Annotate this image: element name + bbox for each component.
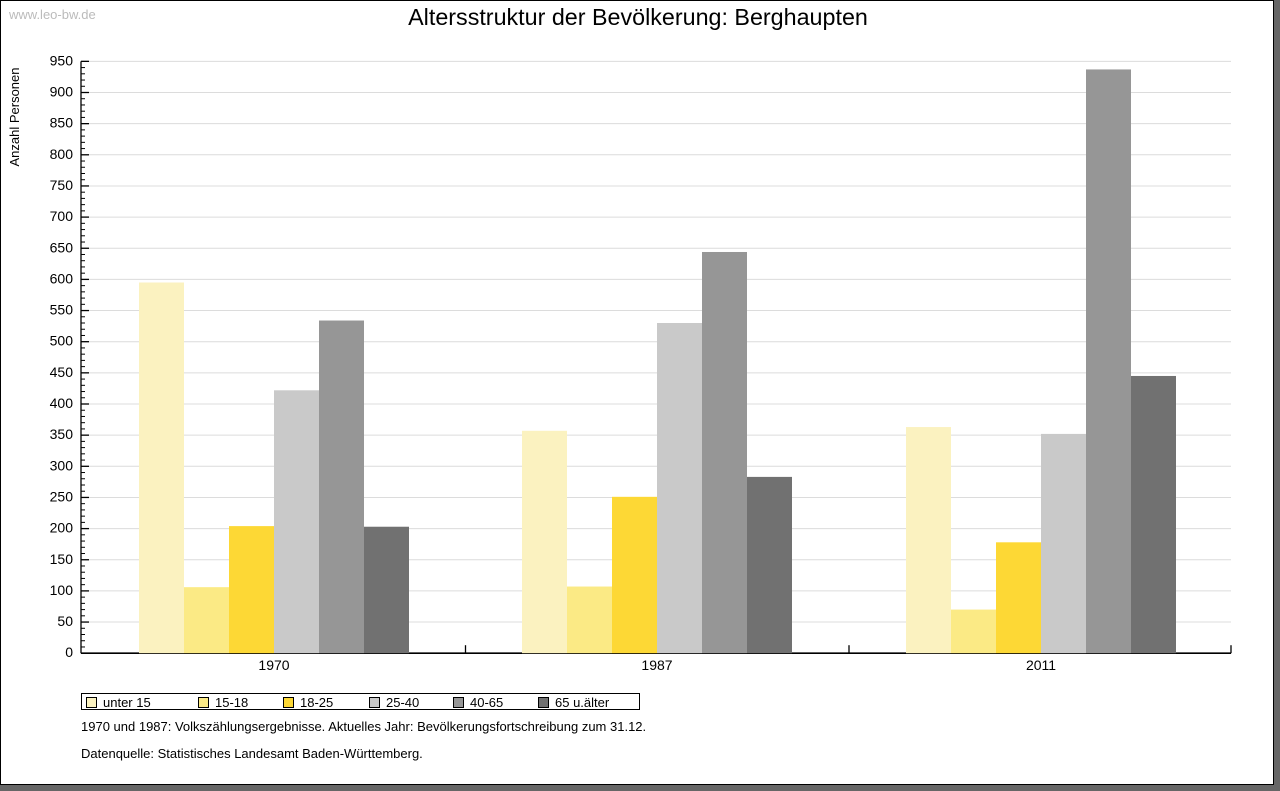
- svg-text:850: 850: [50, 115, 74, 131]
- svg-text:350: 350: [50, 426, 74, 442]
- svg-text:1970: 1970: [258, 657, 289, 673]
- svg-text:200: 200: [50, 520, 74, 536]
- svg-text:450: 450: [50, 364, 74, 380]
- svg-text:100: 100: [50, 582, 74, 598]
- svg-text:400: 400: [50, 395, 74, 411]
- svg-text:2011: 2011: [1026, 657, 1056, 673]
- svg-text:300: 300: [50, 457, 74, 473]
- svg-text:700: 700: [50, 208, 74, 224]
- svg-text:950: 950: [50, 52, 74, 68]
- svg-text:600: 600: [50, 270, 74, 286]
- svg-text:800: 800: [50, 146, 74, 162]
- svg-text:750: 750: [50, 177, 74, 193]
- svg-text:650: 650: [50, 239, 74, 255]
- svg-text:1987: 1987: [641, 657, 672, 673]
- svg-text:250: 250: [50, 488, 74, 504]
- svg-text:0: 0: [65, 644, 73, 660]
- svg-text:150: 150: [50, 551, 74, 567]
- svg-text:900: 900: [50, 84, 74, 100]
- svg-text:550: 550: [50, 302, 74, 318]
- svg-text:50: 50: [57, 613, 73, 629]
- svg-text:500: 500: [50, 333, 74, 349]
